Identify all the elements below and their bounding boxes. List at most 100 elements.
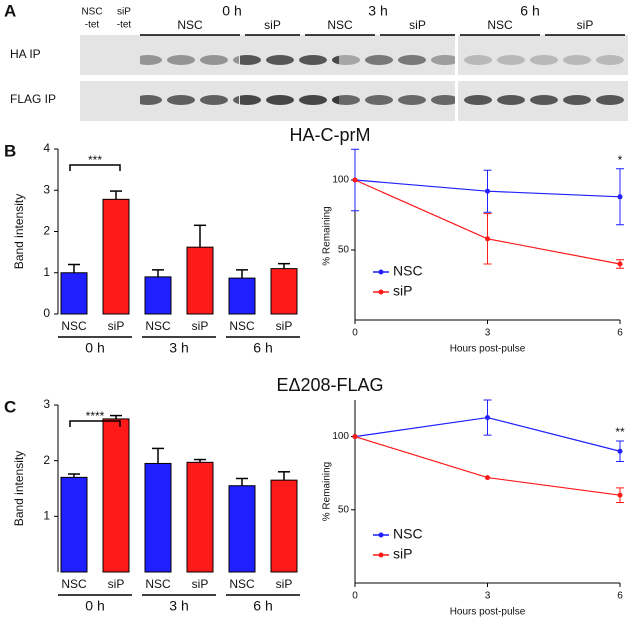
- y-tick-label: 100: [332, 431, 349, 442]
- y-tick-label: 4: [43, 141, 50, 155]
- point: [352, 434, 358, 440]
- row-label: HA IP: [10, 47, 41, 61]
- x-tick-label: siP: [276, 319, 293, 333]
- panel-title: EΔ208-FLAG: [276, 375, 383, 395]
- x-tick-label: 0: [352, 328, 358, 339]
- y-tick-label: 0: [43, 306, 50, 320]
- group-label: siP: [264, 18, 281, 32]
- y-axis-label: % Remaining: [322, 462, 333, 521]
- group-label: siP: [577, 18, 594, 32]
- legend-label: siP: [393, 546, 412, 562]
- lane-label: -tet: [85, 20, 100, 31]
- bar: [60, 476, 88, 573]
- bar: [144, 276, 172, 315]
- bar: [228, 485, 256, 573]
- point: [617, 261, 623, 267]
- blot: [80, 35, 628, 121]
- group-label: NSC: [327, 18, 353, 32]
- legend-label: NSC: [393, 263, 423, 279]
- y-tick-label: 50: [338, 245, 350, 256]
- group-label: 3 h: [169, 340, 188, 356]
- bar: [144, 462, 172, 573]
- significance: **: [615, 425, 625, 439]
- significance-bracket: [69, 164, 121, 171]
- legend-swatch: [378, 289, 384, 295]
- y-tick-label: 2: [43, 453, 50, 467]
- group-label: 6 h: [253, 340, 272, 356]
- lane-label: siP: [117, 7, 131, 18]
- y-tick-label: 3: [43, 397, 50, 411]
- point: [617, 194, 623, 200]
- lane-label: NSC: [81, 7, 102, 18]
- y-tick-label: 100: [332, 175, 349, 186]
- point: [352, 177, 358, 183]
- y-axis-label: Band intensity: [12, 194, 26, 269]
- x-tick-label: 3: [485, 591, 491, 602]
- significance: ***: [88, 153, 102, 167]
- x-tick-label: 6: [617, 328, 623, 339]
- time-label: 3 h: [368, 3, 387, 19]
- panel-label: B: [4, 141, 16, 160]
- group-label: 3 h: [169, 598, 188, 614]
- y-tick-label: 1: [43, 509, 50, 523]
- lane-label: -tet: [117, 20, 132, 31]
- legend-swatch: [378, 532, 384, 538]
- x-tick-label: NSC: [61, 319, 87, 333]
- legend-swatch: [378, 269, 384, 275]
- bar: [102, 198, 130, 315]
- group-label: 0 h: [85, 598, 104, 614]
- significance: ****: [86, 409, 105, 423]
- group-label: NSC: [177, 18, 203, 32]
- y-axis-label: Band intensity: [12, 451, 26, 526]
- point: [485, 236, 490, 242]
- panel-label: A: [4, 1, 16, 20]
- x-tick-label: NSC: [229, 319, 255, 333]
- group-label: NSC: [487, 18, 513, 32]
- x-tick-label: NSC: [145, 577, 171, 591]
- y-tick-label: 1: [43, 265, 50, 279]
- bar: [228, 277, 256, 315]
- point: [617, 448, 623, 454]
- bar: [186, 461, 214, 573]
- x-tick-label: NSC: [229, 577, 255, 591]
- legend-label: siP: [393, 283, 412, 299]
- time-label: 0 h: [222, 3, 241, 19]
- point: [485, 415, 490, 421]
- panel-label: C: [4, 397, 16, 416]
- group-label: 6 h: [253, 598, 272, 614]
- point: [485, 475, 490, 481]
- x-tick-label: NSC: [145, 319, 171, 333]
- bar: [270, 268, 298, 315]
- legend-label: NSC: [393, 526, 423, 542]
- significance-bracket: [69, 420, 121, 427]
- legend-swatch: [378, 552, 384, 558]
- time-label: 6 h: [520, 3, 539, 19]
- x-tick-label: 0: [352, 591, 358, 602]
- significance: *: [618, 153, 623, 167]
- series-line: [354, 436, 621, 496]
- y-tick-label: 50: [338, 504, 350, 515]
- y-axis-label: % Remaining: [322, 206, 333, 265]
- group-label: 0 h: [85, 340, 104, 356]
- x-tick-label: 3: [485, 328, 491, 339]
- point: [485, 188, 490, 194]
- bar: [102, 418, 130, 573]
- panel-title: HA-C-prM: [290, 125, 371, 145]
- row-label: FLAG IP: [10, 92, 56, 106]
- x-axis-label: Hours post-pulse: [450, 344, 526, 355]
- blot-gap: [455, 35, 458, 121]
- x-tick-label: siP: [108, 577, 125, 591]
- bands: [140, 35, 625, 121]
- x-tick-label: siP: [192, 577, 209, 591]
- bar: [60, 272, 88, 315]
- bar: [186, 246, 214, 315]
- x-tick-label: 6: [617, 591, 623, 602]
- y-tick-label: 2: [43, 224, 50, 238]
- x-tick-label: siP: [192, 319, 209, 333]
- x-axis-label: Hours post-pulse: [450, 607, 526, 618]
- group-label: siP: [409, 18, 426, 32]
- x-tick-label: siP: [276, 577, 293, 591]
- y-tick-label: 3: [43, 182, 50, 196]
- point: [617, 492, 623, 498]
